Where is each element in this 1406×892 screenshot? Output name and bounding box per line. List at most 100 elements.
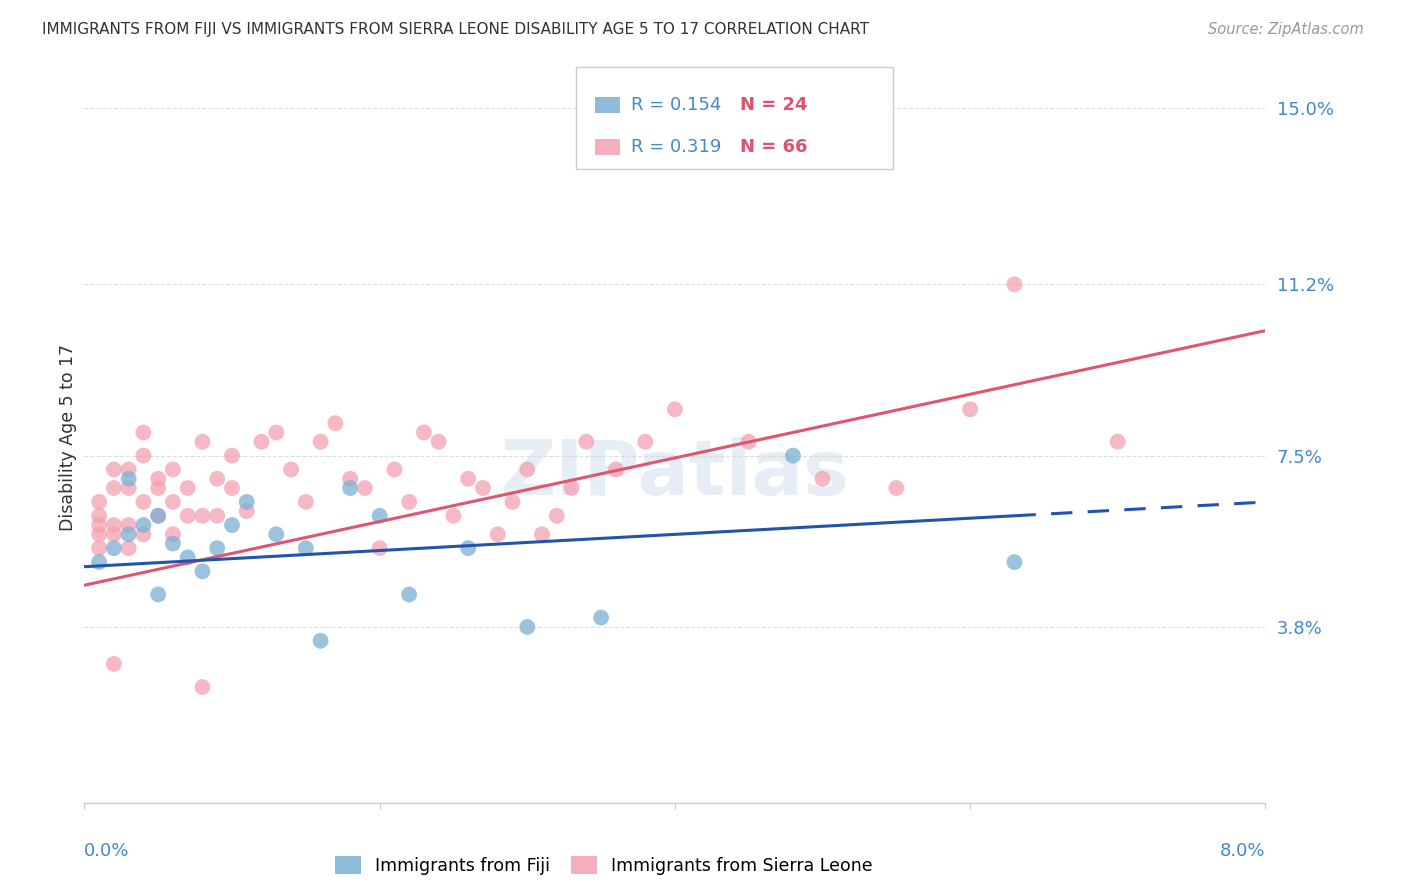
Text: 8.0%: 8.0% [1220, 842, 1265, 860]
Point [177, 481, 200, 495]
Point [339, 472, 361, 486]
Point [502, 495, 524, 509]
Point [782, 449, 804, 463]
Point [561, 481, 583, 495]
Legend: Immigrants from Fiji, Immigrants from Sierra Leone: Immigrants from Fiji, Immigrants from Si… [336, 855, 873, 874]
Point [87, 508, 111, 523]
Point [221, 449, 243, 463]
Point [472, 481, 495, 495]
Point [368, 508, 391, 523]
Point [132, 527, 155, 541]
Point [368, 541, 391, 556]
Point [118, 462, 141, 476]
Point [132, 449, 155, 463]
Point [87, 541, 111, 556]
Point [103, 481, 125, 495]
Point [221, 518, 243, 533]
Text: N = 24: N = 24 [740, 96, 807, 114]
Point [531, 527, 554, 541]
Point [959, 402, 981, 417]
Point [634, 434, 657, 449]
Point [162, 536, 184, 550]
Point [87, 555, 111, 569]
Point [443, 508, 465, 523]
Point [87, 527, 111, 541]
Point [207, 508, 229, 523]
Point [191, 434, 214, 449]
Point [886, 481, 908, 495]
Point [575, 434, 598, 449]
Point [103, 462, 125, 476]
Point [103, 541, 125, 556]
Text: R = 0.319: R = 0.319 [631, 137, 721, 155]
Point [264, 527, 288, 541]
Point [235, 495, 259, 509]
Point [221, 481, 243, 495]
Point [103, 527, 125, 541]
Point [148, 508, 170, 523]
Point [191, 565, 214, 579]
Text: 0.0%: 0.0% [84, 842, 129, 860]
Point [207, 472, 229, 486]
Point [339, 481, 361, 495]
Point [516, 462, 538, 476]
Point [132, 495, 155, 509]
Point [191, 680, 214, 694]
Point [148, 481, 170, 495]
Point [309, 434, 332, 449]
Point [325, 416, 347, 430]
Point [87, 495, 111, 509]
Point [191, 508, 214, 523]
Point [664, 402, 686, 417]
Point [486, 527, 509, 541]
Point [546, 508, 568, 523]
Point [309, 633, 332, 648]
Point [457, 541, 479, 556]
Point [1004, 555, 1026, 569]
Point [264, 425, 288, 440]
Text: R = 0.154: R = 0.154 [631, 96, 721, 114]
Point [235, 504, 259, 518]
Point [280, 462, 302, 476]
Point [118, 541, 141, 556]
Point [354, 481, 377, 495]
Point [118, 527, 141, 541]
Text: N = 66: N = 66 [740, 137, 807, 155]
Point [605, 462, 627, 476]
Point [118, 481, 141, 495]
Y-axis label: Disability Age 5 to 17: Disability Age 5 to 17 [59, 343, 77, 531]
Point [118, 518, 141, 533]
Point [295, 541, 318, 556]
Point [177, 508, 200, 523]
Point [398, 495, 420, 509]
Point [250, 434, 273, 449]
Point [162, 527, 184, 541]
Point [162, 495, 184, 509]
Point [811, 472, 834, 486]
Point [162, 462, 184, 476]
Point [118, 472, 141, 486]
Point [132, 425, 155, 440]
Point [103, 518, 125, 533]
Point [148, 587, 170, 601]
Point [177, 550, 200, 565]
Text: IMMIGRANTS FROM FIJI VS IMMIGRANTS FROM SIERRA LEONE DISABILITY AGE 5 TO 17 CORR: IMMIGRANTS FROM FIJI VS IMMIGRANTS FROM … [42, 22, 869, 37]
Point [427, 434, 450, 449]
Point [398, 587, 420, 601]
Text: ZIPatlas: ZIPatlas [501, 437, 849, 510]
Point [1107, 434, 1129, 449]
Point [516, 620, 538, 634]
Point [295, 495, 318, 509]
Point [1004, 277, 1026, 292]
Text: Source: ZipAtlas.com: Source: ZipAtlas.com [1208, 22, 1364, 37]
Point [457, 472, 479, 486]
Point [148, 472, 170, 486]
Point [738, 434, 761, 449]
Point [148, 508, 170, 523]
Point [591, 610, 613, 624]
Point [132, 518, 155, 533]
Point [103, 657, 125, 671]
Point [413, 425, 436, 440]
Point [207, 541, 229, 556]
Point [384, 462, 406, 476]
